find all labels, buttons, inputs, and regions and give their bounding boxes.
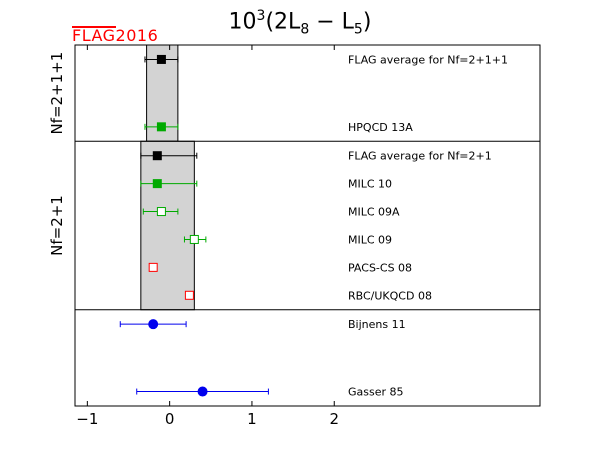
group-label: Nf=2+1+1	[48, 52, 66, 135]
average-band	[140, 140, 195, 311]
x-tick-label: 0	[165, 410, 175, 428]
chart-title: 103(2L8 − L5)	[228, 8, 372, 38]
data-point	[152, 179, 162, 189]
data-point	[148, 319, 159, 330]
data-point	[156, 122, 166, 132]
entry-label: MILC 09	[348, 233, 392, 246]
flag-logo: FLAG2016	[72, 26, 159, 45]
data-point	[189, 234, 199, 244]
entry-label: FLAG average for Nf=2+1+1	[348, 53, 508, 66]
data-point	[152, 151, 162, 161]
data-point	[197, 386, 208, 397]
entry-label: Bijnens 11	[348, 318, 406, 331]
data-point	[156, 54, 166, 64]
x-tick-label: 2	[329, 410, 339, 428]
data-point	[184, 290, 194, 300]
entry-label: HPQCD 13A	[348, 121, 413, 134]
x-tick-label: 1	[247, 410, 257, 428]
plot-frame	[74, 44, 541, 407]
entry-label: FLAG average for Nf=2+1	[348, 150, 492, 163]
entry-label: MILC 10	[348, 178, 392, 191]
entry-label: PACS-CS 08	[348, 261, 412, 274]
x-tick-label: −1	[76, 410, 98, 428]
data-point	[148, 262, 158, 272]
group-label: Nf=2+1	[48, 195, 66, 256]
entry-label: Gasser 85	[348, 386, 404, 399]
data-point	[156, 207, 166, 217]
entry-label: MILC 09A	[348, 206, 400, 219]
flag-logo-overline	[72, 26, 116, 28]
entry-label: RBC/UKQCD 08	[348, 289, 432, 302]
